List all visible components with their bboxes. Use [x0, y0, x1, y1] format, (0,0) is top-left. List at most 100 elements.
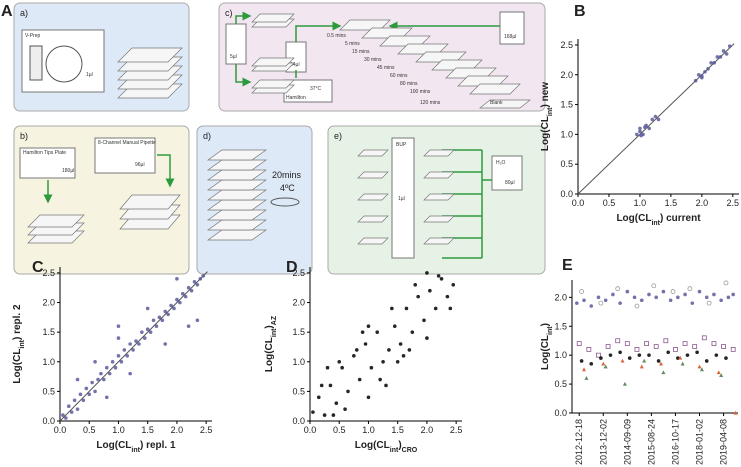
- point: [676, 295, 680, 300]
- time-label: 45 mins: [377, 65, 395, 71]
- note: 1µl: [398, 196, 405, 202]
- point: [337, 359, 342, 364]
- time-label: 15 mins: [352, 49, 370, 55]
- point: [589, 304, 594, 308]
- y-tick-label: 1.5: [554, 321, 567, 331]
- point: [186, 285, 191, 290]
- subpanel-label: a): [20, 8, 28, 18]
- point: [723, 280, 729, 286]
- time-label: Blank: [490, 100, 503, 106]
- note: 37°C: [310, 86, 322, 92]
- x-tick-label: 2016-10-17: [670, 419, 680, 465]
- point: [186, 324, 191, 329]
- point: [125, 354, 130, 358]
- charts: B 0.0 0.5 1.0 1.5 2.0 2.5 0.0 0.5 1.0 1.5 2.0 2.5 Log…: [12, 3, 739, 465]
- axis-label: Log(CLint): [540, 323, 554, 370]
- axis-label: Log(CLint) new: [540, 82, 554, 151]
- y-tick-label: 1.5: [42, 327, 55, 337]
- x-tick-label: 2013-12-02: [598, 419, 608, 465]
- point: [316, 395, 321, 400]
- point: [714, 353, 719, 357]
- axis-label: Log(CLint)AZ: [264, 315, 278, 372]
- point: [639, 133, 643, 138]
- point: [697, 289, 702, 294]
- axis-label-part: AZ: [271, 315, 278, 325]
- reference-line: [59, 271, 208, 422]
- point: [700, 74, 704, 78]
- point: [116, 354, 121, 358]
- axis-label-part: Log(CL: [96, 440, 131, 451]
- point: [172, 306, 176, 311]
- point: [61, 413, 65, 417]
- point: [696, 72, 701, 77]
- point: [198, 277, 203, 281]
- plate: [357, 215, 389, 223]
- point: [81, 398, 86, 403]
- point: [730, 346, 736, 352]
- point: [693, 78, 698, 83]
- point: [354, 348, 359, 352]
- point: [625, 289, 630, 294]
- point: [352, 354, 356, 358]
- point: [704, 295, 709, 300]
- point: [611, 292, 615, 297]
- instrument: [45, 45, 83, 83]
- x-tick-label: 2.0: [696, 198, 709, 208]
- point: [624, 341, 630, 347]
- point: [647, 353, 651, 357]
- y-tick-label: 0.0: [42, 416, 55, 426]
- point: [343, 407, 347, 411]
- panel-label: E: [562, 257, 573, 274]
- point: [618, 350, 622, 355]
- point: [75, 407, 80, 411]
- point: [128, 342, 132, 346]
- point: [605, 344, 611, 349]
- arrow: [295, 26, 340, 78]
- point: [102, 377, 106, 382]
- x-tick-label: 0.0: [304, 425, 317, 435]
- point: [142, 336, 147, 340]
- x-tick-label: 2.5: [200, 425, 213, 435]
- point: [387, 348, 391, 352]
- x-tick-label: 2.0: [171, 425, 184, 435]
- plate: [357, 193, 389, 201]
- axis-label-part: int: [131, 447, 140, 454]
- point: [407, 348, 412, 352]
- point: [201, 274, 206, 278]
- note: 8-Channel Manual Pipette: [98, 140, 156, 146]
- axis-label-part: ) repl. 1: [140, 440, 176, 451]
- point: [404, 306, 409, 311]
- y-tick-label: 2.0: [292, 298, 305, 308]
- time-label: 100 mins: [410, 89, 431, 95]
- axis-label-part: ) current: [660, 213, 701, 224]
- point: [692, 344, 698, 349]
- time-label: 0.5 mins: [327, 33, 346, 39]
- x-tick-label: 2.0: [421, 425, 434, 435]
- point: [719, 298, 723, 303]
- point: [113, 365, 118, 370]
- y-tick-label: 0.0: [560, 189, 573, 199]
- note: 180µl: [62, 168, 74, 174]
- point: [647, 292, 651, 297]
- note: BUP: [396, 142, 407, 148]
- point: [122, 348, 127, 352]
- point: [634, 303, 640, 309]
- note: 96µl: [135, 162, 145, 168]
- point: [603, 364, 608, 369]
- reference-line: [577, 43, 735, 195]
- point: [632, 295, 637, 300]
- point: [622, 381, 627, 386]
- point: [724, 52, 729, 56]
- point: [721, 49, 726, 53]
- point: [639, 364, 644, 369]
- pipette-frame: [491, 155, 523, 191]
- point: [319, 383, 324, 388]
- point: [706, 67, 710, 71]
- axis-label-part: Log(CL: [540, 335, 551, 370]
- point: [666, 350, 671, 355]
- axis-label-part: int: [547, 107, 554, 116]
- arrow: [235, 64, 252, 87]
- point: [673, 346, 678, 352]
- point: [157, 315, 162, 320]
- point: [66, 404, 71, 408]
